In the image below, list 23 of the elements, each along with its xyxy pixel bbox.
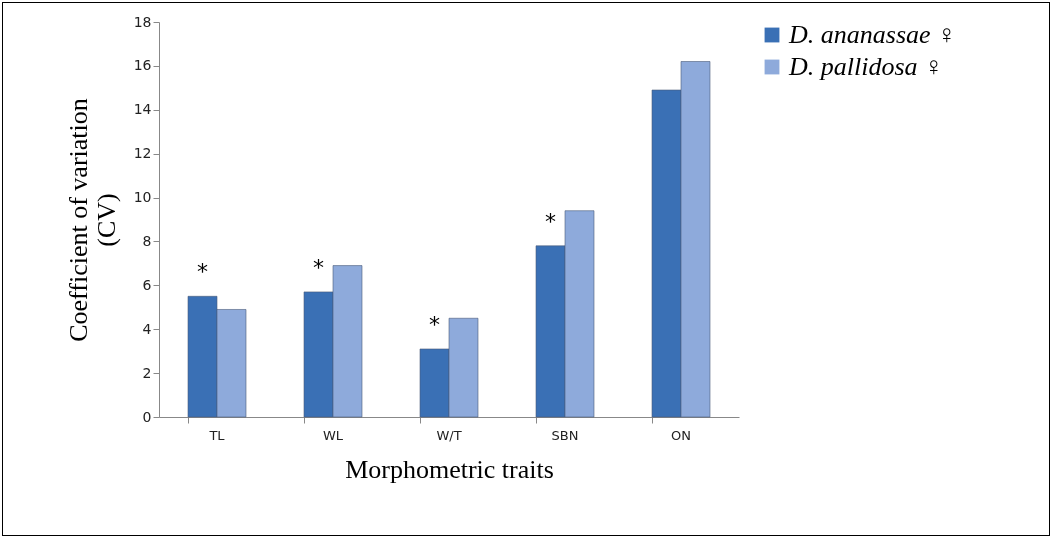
y-tick-label: 6 — [142, 276, 152, 293]
x-tick-label: ON — [671, 427, 691, 443]
y-tick-label: 2 — [142, 364, 152, 381]
annotation: * — [197, 259, 208, 285]
x-axis-title: Morphometric traits — [345, 454, 554, 484]
x-tick-label: W/T — [436, 427, 462, 443]
x-tick-label: TL — [208, 427, 226, 443]
x-tick-label: SBN — [551, 427, 579, 443]
annotation: * — [545, 208, 556, 234]
x-tick-label: WL — [322, 427, 344, 443]
y-tick-label: 10 — [133, 189, 152, 206]
y-tick-label: 16 — [133, 57, 152, 74]
y-tick-label: 8 — [142, 232, 152, 249]
y-tick-label: 4 — [142, 320, 152, 337]
y-tick-label: 12 — [133, 145, 152, 162]
y-tick-label: 18 — [133, 13, 152, 30]
legend-label: D. ananassae ♀ — [788, 20, 957, 49]
legend-label: D. pallidosa ♀ — [788, 52, 944, 81]
annotation: * — [313, 254, 324, 280]
annotation: * — [429, 311, 440, 337]
y-tick-label: 14 — [133, 101, 152, 118]
y-tick-label: 0 — [142, 408, 152, 425]
y-axis-title: Coefficient of variation (CV) — [63, 98, 121, 342]
